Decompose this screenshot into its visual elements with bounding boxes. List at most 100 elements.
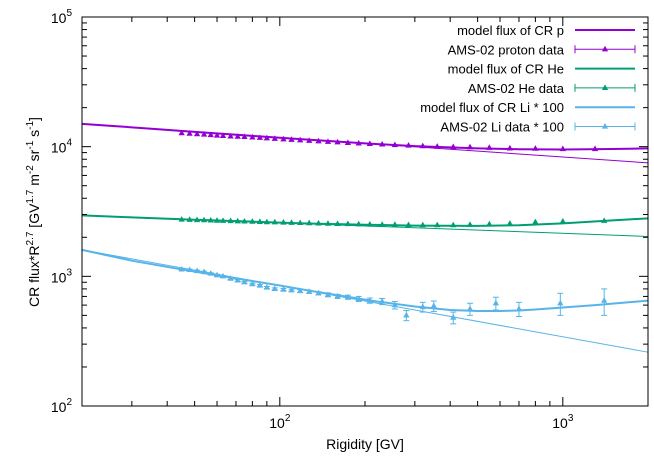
data-point bbox=[178, 216, 185, 222]
data-point bbox=[227, 132, 234, 139]
data-point bbox=[315, 219, 322, 226]
data-point bbox=[486, 144, 493, 150]
legend: model flux of CR p AMS-02 proton data mode… bbox=[420, 23, 636, 135]
x-axis-label: Rigidity [GV] bbox=[326, 436, 404, 452]
legend-label: AMS-02 proton data bbox=[448, 42, 565, 57]
data-point bbox=[186, 216, 193, 222]
data-point bbox=[391, 221, 399, 227]
data-point bbox=[434, 221, 441, 228]
data-point bbox=[355, 295, 362, 301]
data-point bbox=[249, 280, 256, 287]
data-point bbox=[263, 218, 271, 225]
data-point bbox=[213, 131, 221, 138]
data-point bbox=[532, 218, 539, 225]
data-point bbox=[405, 221, 412, 228]
legend-marker bbox=[601, 45, 609, 52]
data-point bbox=[355, 220, 362, 227]
series-points-ams-02-li-data-100 bbox=[178, 265, 608, 325]
data-point bbox=[207, 216, 214, 223]
data-point bbox=[559, 217, 566, 224]
data-point bbox=[207, 270, 214, 276]
data-point bbox=[601, 297, 608, 303]
data-point bbox=[288, 219, 295, 225]
data-point bbox=[271, 285, 278, 291]
data-point bbox=[227, 217, 234, 224]
legend-entry-ams-02-proton-data: AMS-02 proton data bbox=[448, 42, 636, 57]
data-point bbox=[193, 130, 201, 137]
data-point bbox=[280, 135, 287, 142]
data-point bbox=[227, 275, 234, 281]
data-point bbox=[193, 216, 201, 223]
legend-marker bbox=[601, 84, 609, 90]
legend-label: model flux of CR Li * 100 bbox=[420, 100, 564, 115]
data-point bbox=[213, 217, 221, 223]
data-point bbox=[263, 284, 271, 290]
data-point bbox=[186, 130, 193, 136]
data-point bbox=[200, 268, 208, 275]
data-point bbox=[315, 137, 322, 144]
data-point bbox=[419, 303, 426, 310]
data-point bbox=[334, 220, 341, 226]
y-axis-label: CR flux*R2.7 [GV1.7 m-2 sr-1 s-1] bbox=[25, 117, 42, 307]
data-point bbox=[391, 301, 399, 308]
data-point bbox=[334, 138, 341, 145]
data-point bbox=[405, 142, 412, 148]
data-point bbox=[288, 286, 295, 293]
data-point bbox=[324, 138, 332, 144]
data-point bbox=[241, 278, 248, 285]
data-point bbox=[466, 221, 474, 227]
data-point bbox=[219, 272, 227, 279]
data-point bbox=[297, 219, 304, 226]
data-point bbox=[280, 219, 287, 225]
y-tick-label: 105 bbox=[51, 8, 73, 26]
data-point bbox=[241, 217, 248, 224]
series-line-model-flux-of-cr-p bbox=[81, 122, 649, 151]
data-point bbox=[178, 129, 185, 136]
data-point bbox=[355, 139, 362, 146]
data-point bbox=[379, 221, 386, 227]
legend-label: model flux of CR p bbox=[457, 23, 564, 38]
data-point bbox=[219, 132, 227, 139]
data-point bbox=[297, 287, 304, 294]
legend-entry-ams-02-he-data: AMS-02 He data bbox=[468, 81, 636, 96]
data-point bbox=[450, 221, 457, 228]
data-point bbox=[256, 281, 263, 288]
data-point bbox=[297, 136, 304, 143]
data-point bbox=[280, 286, 287, 292]
data-point bbox=[557, 299, 564, 306]
data-point bbox=[207, 131, 214, 138]
data-point bbox=[288, 136, 295, 142]
data-point bbox=[256, 134, 263, 140]
legend-entry-model-flux-of-cr-he: model flux of CR He bbox=[448, 62, 635, 77]
data-point bbox=[379, 297, 386, 304]
data-point bbox=[430, 302, 437, 309]
data-point bbox=[271, 135, 278, 141]
data-point bbox=[492, 299, 500, 306]
data-point bbox=[200, 216, 208, 223]
legend-entry-ams-02-li-data-100: AMS-02 Li data * 100 bbox=[440, 120, 636, 135]
data-point bbox=[271, 218, 278, 225]
model-lines bbox=[81, 122, 649, 313]
legend-entry-model-flux-of-cr-p: model flux of CR p bbox=[457, 23, 635, 38]
data-point bbox=[366, 221, 373, 227]
data-point bbox=[366, 140, 373, 147]
legend-marker bbox=[601, 123, 609, 129]
data-point bbox=[344, 293, 352, 300]
data-point bbox=[391, 141, 399, 148]
data-point bbox=[466, 143, 474, 150]
series-line-model-flux-of-cr-li-100 bbox=[81, 248, 649, 313]
data-point bbox=[324, 291, 332, 297]
trend-lines bbox=[81, 123, 649, 353]
y-tick-label: 103 bbox=[51, 267, 73, 285]
data-point bbox=[419, 142, 426, 149]
data-point bbox=[324, 220, 332, 226]
data-point bbox=[213, 271, 221, 278]
data-point bbox=[249, 133, 256, 140]
data-point bbox=[559, 145, 566, 152]
axis-ticks: 102 103 102 103 104 105 bbox=[51, 8, 649, 431]
data-point bbox=[234, 276, 241, 283]
data-point bbox=[344, 139, 352, 145]
data-point bbox=[249, 218, 256, 224]
data-point bbox=[434, 143, 441, 149]
